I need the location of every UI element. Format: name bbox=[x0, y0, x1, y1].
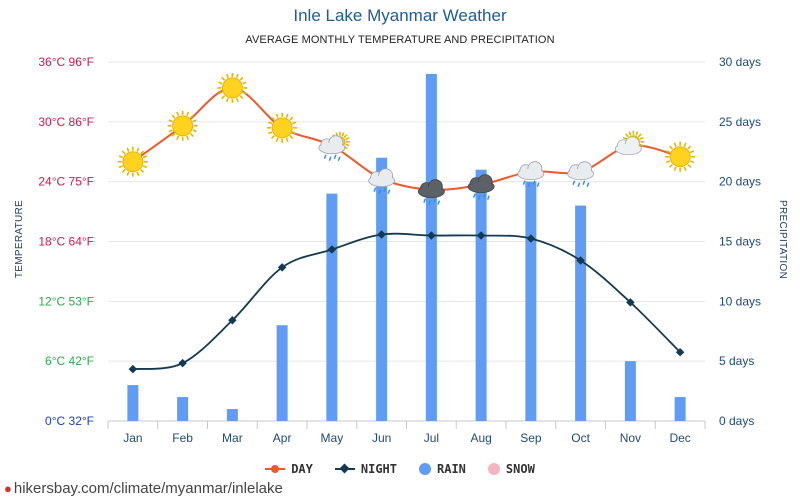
left-tick-label: 30°C 86°F bbox=[38, 115, 94, 129]
night-point bbox=[228, 316, 237, 325]
legend-label-rain: RAIN bbox=[437, 462, 466, 476]
month-label: Sep bbox=[520, 431, 542, 445]
legend: DAY NIGHT RAIN SNOW bbox=[0, 462, 800, 476]
month-label: Aug bbox=[470, 431, 491, 445]
day-swatch-icon bbox=[265, 463, 286, 475]
sun-cloud-rain-icon bbox=[318, 131, 350, 162]
sun-icon bbox=[217, 72, 248, 103]
night-point bbox=[476, 231, 486, 240]
right-axis-title: PRECIPITATION bbox=[777, 200, 788, 280]
legend-label-night: NIGHT bbox=[360, 462, 397, 476]
legend-item-snow[interactable]: SNOW bbox=[487, 462, 535, 476]
night-swatch-icon bbox=[334, 463, 355, 475]
cloud-rain-icon bbox=[517, 161, 545, 187]
sun-icon bbox=[167, 110, 198, 141]
month-label: Feb bbox=[172, 431, 193, 445]
weather-icons bbox=[117, 72, 696, 205]
night-point bbox=[626, 298, 635, 307]
month-label: Dec bbox=[669, 431, 690, 445]
left-tick-label: 0°C 32°F bbox=[45, 414, 94, 428]
right-tick-label: 10 days bbox=[719, 294, 761, 308]
grid-lines bbox=[107, 61, 706, 429]
cloud-rain-icon bbox=[368, 168, 396, 194]
rain-bar bbox=[127, 385, 139, 421]
legend-item-day[interactable]: DAY bbox=[265, 462, 313, 476]
right-tick-label: 0 days bbox=[719, 414, 754, 428]
rain-swatch-icon bbox=[419, 463, 431, 475]
left-tick-label: 24°C 75°F bbox=[38, 175, 94, 189]
night-point bbox=[277, 263, 287, 272]
month-label: Jul bbox=[424, 431, 439, 445]
month-label: Jun bbox=[372, 431, 391, 445]
location-pin-icon: ● bbox=[4, 481, 12, 496]
rain-bar bbox=[276, 325, 288, 421]
rain-bar bbox=[177, 397, 189, 421]
rain-bar bbox=[525, 181, 537, 421]
night-point bbox=[377, 230, 386, 239]
rain-bar bbox=[425, 73, 437, 421]
month-label: Nov bbox=[620, 431, 641, 445]
source-link-text: hikersbay.com/climate/myanmar/inlelake bbox=[13, 480, 283, 497]
rain-bar bbox=[475, 169, 487, 421]
night-point bbox=[576, 256, 585, 265]
chart-subtitle: AVERAGE MONTHLY TEMPERATURE AND PRECIPIT… bbox=[245, 34, 555, 46]
night-point bbox=[327, 245, 337, 254]
month-label: Oct bbox=[571, 431, 590, 445]
chart-title: Inle Lake Myanmar Weather bbox=[293, 6, 507, 25]
right-tick-label: 25 days bbox=[719, 115, 761, 129]
rain-bar bbox=[674, 397, 686, 421]
left-axis-title: TEMPERATURE bbox=[14, 200, 25, 279]
left-tick-label: 6°C 42°F bbox=[45, 354, 94, 368]
day-temperature-series bbox=[132, 86, 681, 191]
storm-cloud-rain-icon bbox=[467, 174, 495, 200]
source-link[interactable]: ● hikersbay.com/climate/myanmar/inlelake bbox=[4, 480, 283, 497]
left-tick-label: 12°C 53°F bbox=[38, 294, 94, 308]
legend-item-night[interactable]: NIGHT bbox=[334, 462, 397, 476]
snow-swatch-icon bbox=[487, 463, 500, 475]
sun-icon bbox=[665, 141, 696, 172]
rain-bar bbox=[575, 205, 587, 421]
night-point bbox=[128, 364, 138, 374]
month-label: Apr bbox=[273, 431, 292, 445]
legend-label-day: DAY bbox=[291, 462, 313, 476]
night-temperature-series bbox=[128, 230, 685, 374]
sun-icon bbox=[267, 112, 298, 143]
rain-bar bbox=[226, 409, 238, 421]
month-label: Jan bbox=[123, 431, 142, 445]
sun-icon bbox=[117, 146, 148, 177]
right-tick-label: 20 days bbox=[719, 175, 761, 189]
right-tick-label: 30 days bbox=[719, 55, 761, 69]
right-tick-label: 5 days bbox=[719, 354, 754, 368]
right-tick-label: 15 days bbox=[719, 235, 761, 249]
left-tick-label: 36°C 96°F bbox=[38, 55, 94, 69]
day-line bbox=[132, 86, 681, 191]
month-label: May bbox=[321, 431, 344, 445]
cloud-rain-icon bbox=[567, 161, 595, 187]
month-label: Mar bbox=[222, 431, 243, 445]
legend-label-snow: SNOW bbox=[505, 462, 535, 476]
rain-bar bbox=[624, 361, 636, 421]
rain-bar bbox=[376, 157, 388, 421]
legend-item-rain[interactable]: RAIN bbox=[419, 462, 466, 476]
rain-bars bbox=[127, 73, 686, 421]
sun-cloud-icon bbox=[614, 130, 645, 156]
night-point bbox=[427, 231, 436, 240]
left-tick-label: 18°C 64°F bbox=[38, 235, 94, 249]
axis-labels: 0°C 32°F 6°C 42°F 12°C 53°F 18°C 64°F 24°C 7… bbox=[38, 55, 761, 445]
night-line bbox=[132, 232, 681, 371]
night-point bbox=[178, 358, 187, 368]
night-point bbox=[675, 347, 685, 357]
rain-bar bbox=[326, 193, 338, 421]
storm-cloud-rain-icon bbox=[417, 179, 445, 205]
